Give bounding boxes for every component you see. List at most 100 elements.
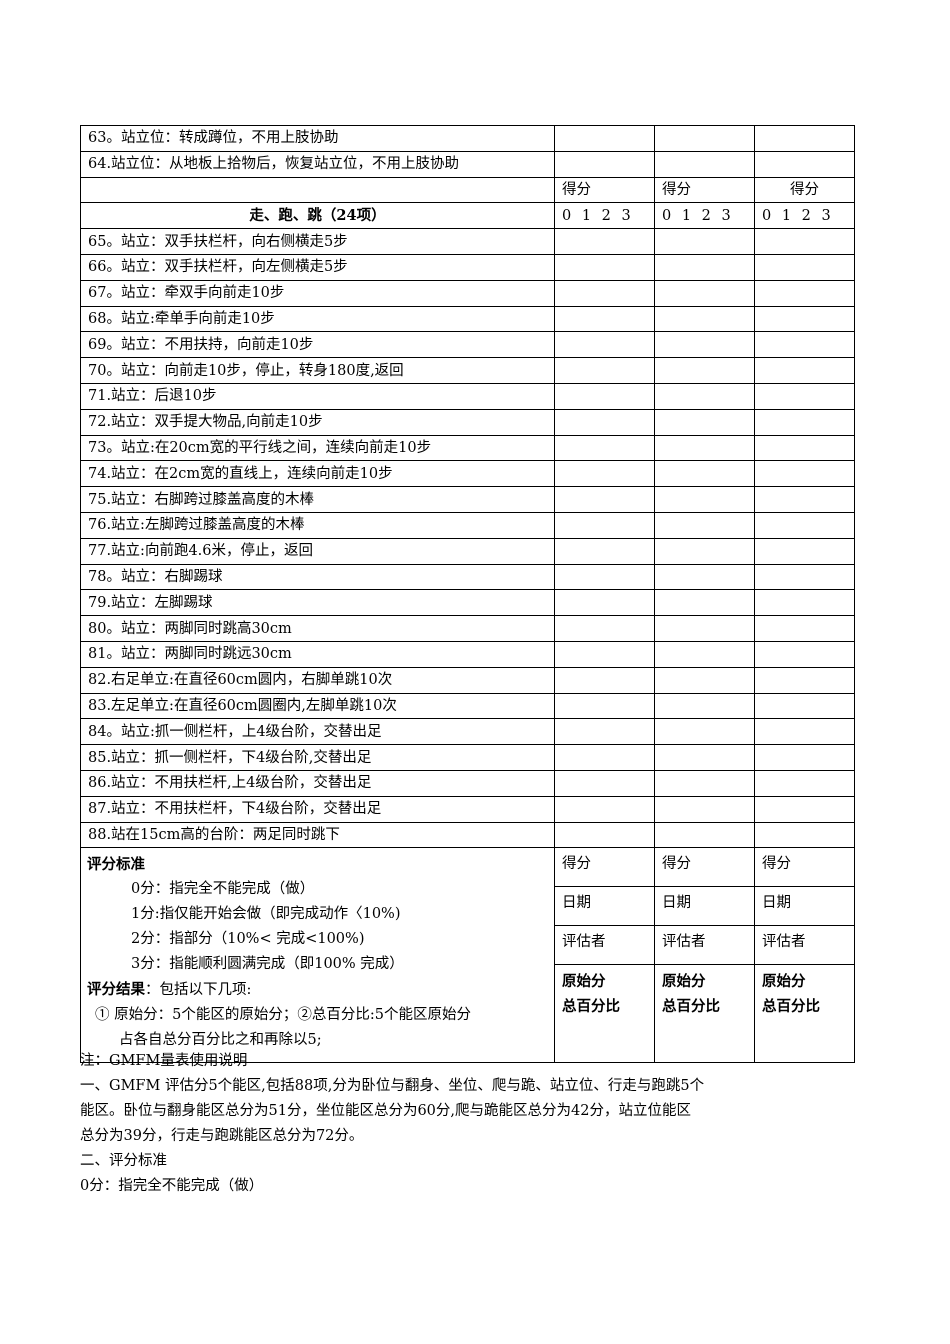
score-cell[interactable] bbox=[554, 382, 655, 410]
score-cell[interactable] bbox=[654, 563, 755, 591]
score-cell[interactable] bbox=[654, 305, 755, 333]
date-label: 日期 bbox=[554, 886, 655, 927]
score-cell[interactable] bbox=[654, 150, 755, 178]
score-cell[interactable] bbox=[754, 305, 855, 333]
score-cell[interactable] bbox=[654, 408, 755, 436]
totals-cell: 原始分 总百分比 bbox=[754, 964, 855, 1064]
table-row: 86.站立：不用扶栏杆,上4级台阶，交替出足 bbox=[80, 769, 855, 797]
score-cell[interactable] bbox=[654, 460, 755, 488]
score-cell[interactable] bbox=[654, 511, 755, 539]
score-cell[interactable] bbox=[554, 253, 655, 281]
score-cell[interactable] bbox=[554, 434, 655, 462]
score-cell[interactable] bbox=[554, 331, 655, 359]
item-label: 88.站在15cm高的台阶：两足同时跳下 bbox=[80, 821, 555, 849]
score-cell[interactable] bbox=[754, 718, 855, 746]
section-title: 走、跑、跳（24项） bbox=[80, 202, 555, 230]
item-label: 72.站立：双手提大物品,向前走10步 bbox=[80, 408, 555, 436]
score-cell[interactable] bbox=[754, 666, 855, 694]
score-cell[interactable] bbox=[554, 125, 655, 152]
score-cell[interactable] bbox=[654, 821, 755, 849]
item-label: 86.站立：不用扶栏杆,上4级台阶，交替出足 bbox=[80, 769, 555, 797]
score-cell[interactable] bbox=[754, 744, 855, 771]
score-cell[interactable] bbox=[754, 640, 855, 668]
score-cell[interactable] bbox=[754, 150, 855, 178]
score-cell[interactable] bbox=[554, 563, 655, 591]
score-cell[interactable] bbox=[554, 615, 655, 642]
score-cell[interactable] bbox=[754, 615, 855, 642]
table-row: 71.站立：后退10步 bbox=[80, 382, 855, 410]
usage-notes: 注：GMFM量表使用说明 一、GMFM 评估分5个能区,包括88项,分为卧位与翻… bbox=[80, 1049, 860, 1199]
score-cell[interactable] bbox=[654, 253, 755, 281]
score-cell[interactable] bbox=[654, 615, 755, 642]
score-cell[interactable] bbox=[754, 537, 855, 565]
score-cell[interactable] bbox=[654, 331, 755, 359]
score-cell[interactable] bbox=[554, 795, 655, 823]
score-cell[interactable] bbox=[754, 331, 855, 359]
item-label: 71.站立：后退10步 bbox=[80, 382, 555, 410]
table-row: 83.左足单立:在直径60cm圆圈内,左脚单跳10次 bbox=[80, 692, 855, 720]
score-cell[interactable] bbox=[754, 434, 855, 462]
score-cell[interactable] bbox=[654, 769, 755, 797]
score-cell[interactable] bbox=[754, 408, 855, 436]
result-line: ① 原始分：5个能区的原始分；②总百分比:5个能区原始分 bbox=[95, 1007, 471, 1024]
score-cell[interactable] bbox=[554, 589, 655, 617]
score-cell[interactable] bbox=[754, 228, 855, 255]
score-cell[interactable] bbox=[654, 692, 755, 720]
score-cell[interactable] bbox=[654, 666, 755, 694]
criteria-line: 2分：指部分（10%< 完成<100%) bbox=[131, 931, 365, 948]
score-cell[interactable] bbox=[554, 228, 655, 255]
score-cell[interactable] bbox=[754, 125, 855, 152]
score-header-row: 得分 得分 得分 bbox=[80, 176, 855, 204]
score-cell[interactable] bbox=[654, 279, 755, 307]
score-cell[interactable] bbox=[654, 434, 755, 462]
score-cell[interactable] bbox=[654, 125, 755, 152]
score-cell[interactable] bbox=[754, 382, 855, 410]
score-cell[interactable] bbox=[754, 563, 855, 591]
assessor-label: 评估者 bbox=[554, 925, 655, 966]
score-cell[interactable] bbox=[654, 718, 755, 746]
score-cell[interactable] bbox=[654, 537, 755, 565]
score-cell[interactable] bbox=[554, 692, 655, 720]
score-cell[interactable] bbox=[754, 821, 855, 849]
score-cell[interactable] bbox=[654, 357, 755, 384]
score-cell[interactable] bbox=[654, 795, 755, 823]
score-cell[interactable] bbox=[554, 460, 655, 488]
score-cell[interactable] bbox=[554, 279, 655, 307]
score-cell[interactable] bbox=[554, 718, 655, 746]
score-label: 得分 bbox=[654, 847, 755, 888]
score-cell[interactable] bbox=[554, 640, 655, 668]
score-cell[interactable] bbox=[754, 253, 855, 281]
item-label: 68。站立:牵单手向前走10步 bbox=[80, 305, 555, 333]
score-cell[interactable] bbox=[754, 460, 855, 488]
score-cell[interactable] bbox=[554, 150, 655, 178]
score-cell[interactable] bbox=[554, 486, 655, 513]
score-cell[interactable] bbox=[554, 821, 655, 849]
score-cell[interactable] bbox=[754, 279, 855, 307]
score-cell[interactable] bbox=[554, 357, 655, 384]
score-cell[interactable] bbox=[654, 228, 755, 255]
score-cell[interactable] bbox=[554, 537, 655, 565]
score-cell[interactable] bbox=[754, 357, 855, 384]
score-cell[interactable] bbox=[754, 486, 855, 513]
score-cell[interactable] bbox=[554, 408, 655, 436]
score-cell[interactable] bbox=[654, 486, 755, 513]
score-scale: 0 1 2 3 bbox=[554, 202, 655, 230]
score-cell[interactable] bbox=[754, 769, 855, 797]
table-row: 80。站立：两脚同时跳高30cm bbox=[80, 615, 855, 642]
score-cell[interactable] bbox=[754, 795, 855, 823]
score-cell[interactable] bbox=[654, 744, 755, 771]
score-cell[interactable] bbox=[654, 589, 755, 617]
score-cell[interactable] bbox=[554, 666, 655, 694]
score-cell[interactable] bbox=[554, 511, 655, 539]
table-row: 64.站立位：从地板上拾物后，恢复站立位，不用上肢协助 bbox=[80, 150, 855, 178]
section-header-row: 走、跑、跳（24项） 0 1 2 3 0 1 2 3 0 1 2 3 bbox=[80, 202, 855, 230]
score-cell[interactable] bbox=[554, 744, 655, 771]
score-cell[interactable] bbox=[754, 692, 855, 720]
score-cell[interactable] bbox=[554, 769, 655, 797]
score-cell[interactable] bbox=[754, 589, 855, 617]
date-label: 日期 bbox=[654, 886, 755, 927]
score-cell[interactable] bbox=[754, 511, 855, 539]
score-cell[interactable] bbox=[654, 382, 755, 410]
score-cell[interactable] bbox=[654, 640, 755, 668]
score-cell[interactable] bbox=[554, 305, 655, 333]
